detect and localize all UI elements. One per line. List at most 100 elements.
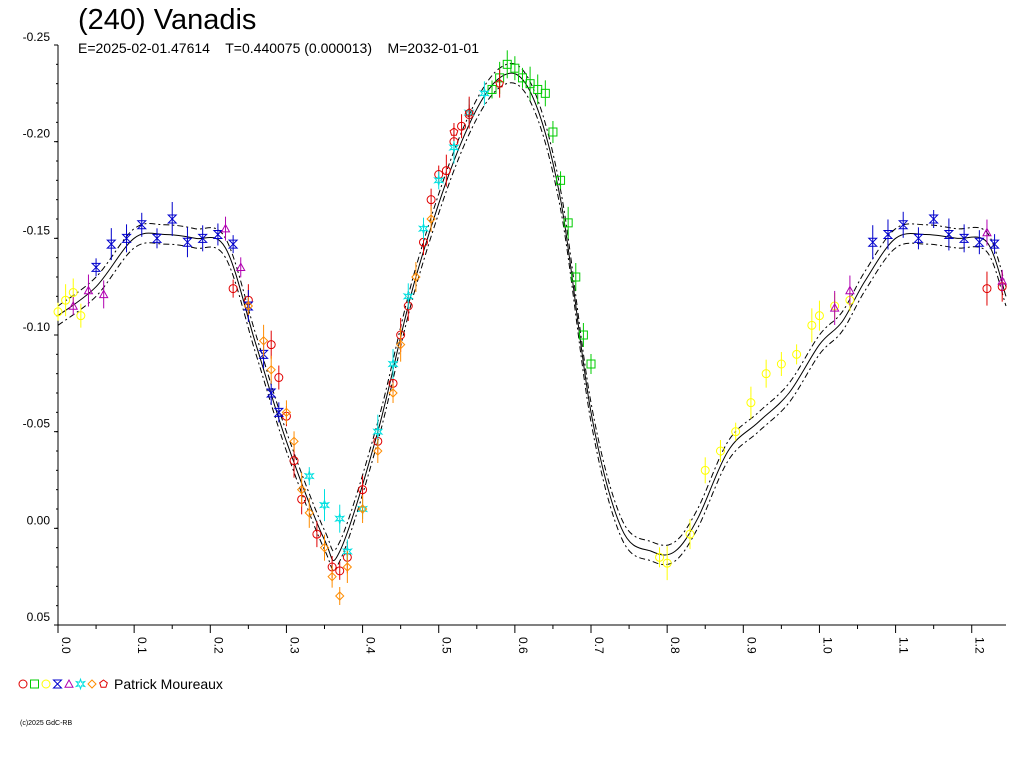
data-point [357,504,368,514]
data-point [655,552,665,562]
data-point [478,86,491,100]
copyright-notice: (c)2025 GdC-RB [20,720,73,727]
data-point [563,218,573,228]
series-pentagon [449,69,504,141]
data-point [303,469,315,483]
chart-title: (240) Vanadis [78,4,257,36]
data-point [867,237,878,247]
data-point [289,456,299,466]
data-point [304,508,314,518]
data-point [327,571,337,582]
data-point [281,407,292,418]
data-point [578,330,588,340]
data-point [387,357,399,371]
x-tick-label: 0.3 [287,637,301,654]
data-point [395,339,406,350]
data-point [731,427,741,437]
data-point [571,272,581,282]
x-tick-label: 0.7 [592,637,606,654]
data-point [982,227,992,237]
data-point [228,284,238,294]
legend-marker-circle [41,679,51,689]
data-point [792,349,802,359]
data-point [227,239,239,249]
x-tick-label: 0.8 [668,637,682,654]
legend-marker-pentagon [99,679,108,688]
x-tick-label: 0.0 [59,637,73,654]
data-point [417,222,430,236]
data-point [258,349,269,359]
data-point [243,301,254,311]
data-point [685,529,695,539]
data-point [700,465,710,475]
data-point [334,512,346,526]
data-point [296,484,307,495]
legend-marker-bowtie [52,679,63,689]
data-point [426,214,436,224]
data-point [274,373,284,383]
legend-markers [18,677,108,691]
x-tick-label: 1.1 [897,637,911,654]
data-point [974,237,985,247]
data-point [426,195,436,205]
data-point [373,446,383,456]
data-point [746,398,756,408]
data-point [83,285,94,295]
data-point [318,498,331,512]
data-point [807,320,817,330]
data-point [273,407,285,417]
y-tick-label: -0.15 [23,223,51,237]
data-point [525,79,535,89]
x-tick-label: 0.4 [364,637,378,654]
data-point [151,233,163,243]
series-square [487,50,596,374]
fit-curve-lower [57,82,1007,571]
data-point [776,359,786,369]
data-point [106,239,117,249]
data-point [761,369,771,379]
x-tick-label: 0.5 [440,637,454,654]
data-point [882,229,894,239]
data-point [487,84,497,94]
x-tick-label: 0.6 [516,637,530,654]
fit-curve [57,72,1007,562]
data-point [61,295,71,305]
data-point [53,307,63,317]
data-point [76,311,86,321]
data-point [982,284,992,294]
legend: Patrick Moureaux [18,674,223,694]
legend-observer-name: Patrick Moureaux [114,676,223,692]
series-diamond [243,206,436,605]
data-point [68,287,78,297]
series-triangle [68,216,1008,325]
y-tick-label: -0.10 [23,320,51,334]
data-point [90,262,102,272]
y-tick-label: -0.05 [23,417,51,431]
data-point [266,365,276,375]
data-point [457,121,467,131]
data-point [448,141,460,154]
data-point [715,446,725,456]
y-tick-label: -0.20 [23,127,51,141]
data-point [548,127,558,137]
legend-marker-square [30,679,39,689]
data-point [897,220,909,230]
data-point [958,233,970,243]
data-point [845,285,855,295]
data-point [388,388,398,398]
series-bowtie [90,202,1000,423]
data-point [943,229,955,239]
data-point [913,233,924,243]
data-point [662,558,672,568]
data-point [814,311,824,321]
data-point [220,223,231,233]
data-point [989,239,1000,249]
data-point [167,214,178,224]
data-point [510,63,520,73]
x-tick-label: 0.9 [744,637,758,654]
series-circle [53,278,855,581]
data-point [411,272,421,282]
x-tick-label: 1.2 [973,637,987,654]
data-point [266,340,276,350]
data-point [342,562,353,572]
